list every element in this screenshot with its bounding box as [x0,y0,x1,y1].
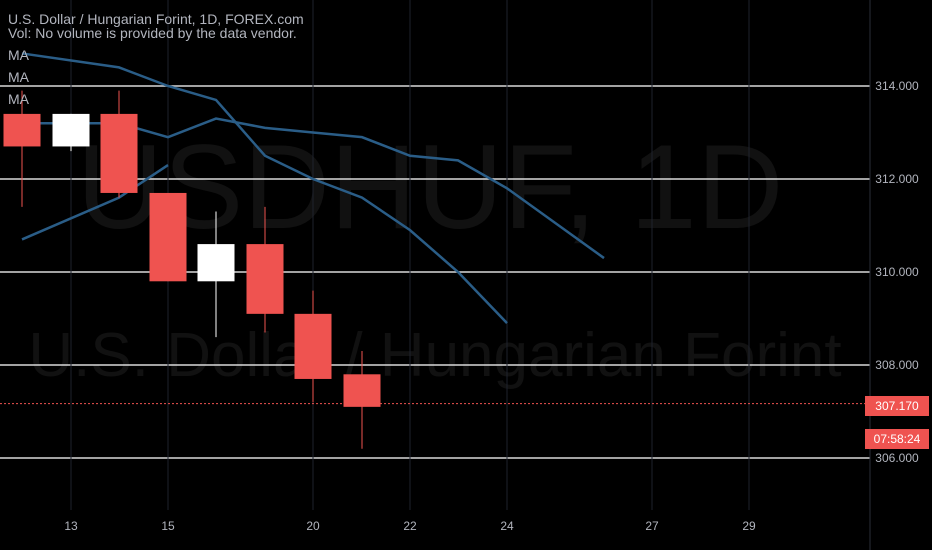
candles [3,90,381,449]
time-axis-labels: 13 15 20 22 24 27 29 [64,519,756,533]
time-tick-label-6: 29 [742,519,756,533]
price-tick-label-0: 306.000 [875,451,919,465]
price-axis-labels: 306.000 308.000 310.000 312.000 314.000 [875,79,919,465]
candle-body-4 [197,244,235,282]
countdown-tag: 07:58:24 [865,429,929,449]
grid-lines [0,0,870,510]
watermark-description: U.S. Dollar / Hungarian Forint [28,321,841,390]
candle-body-2 [100,113,138,193]
candle-body-6 [294,313,332,379]
time-tick-label-1: 15 [161,519,175,533]
candle-body-0 [3,113,41,147]
time-tick-label-4: 24 [500,519,514,533]
ma-label-2[interactable]: MA [8,69,29,85]
price-tick-label-2: 310.000 [875,265,919,279]
legend-overlay: U.S. Dollar / Hungarian Forint, 1D, FORE… [8,11,304,110]
candle-body-1 [52,113,90,147]
time-tick-label-0: 13 [64,519,78,533]
ma-line-2 [22,117,605,260]
candle-body-5 [246,244,284,314]
time-tick-label-2: 20 [306,519,320,533]
ma-line-3 [21,52,508,325]
price-tick-label-3: 312.000 [875,172,919,186]
ma-label-3[interactable]: MA [8,91,29,107]
candle-body-7 [343,374,381,407]
watermark-symbol: USDHUF, 1D [77,120,784,254]
ma-label-1[interactable]: MA [8,47,29,63]
price-tick-label-1: 308.000 [875,358,919,372]
price-tick-label-4: 314.000 [875,79,919,93]
last-price-tag: 307.170 [865,396,929,416]
time-tick-label-3: 22 [403,519,417,533]
candle-body-3 [149,192,187,282]
time-tick-label-5: 27 [645,519,659,533]
volume-note: Vol: No volume is provided by the data v… [8,25,297,41]
symbol-title: U.S. Dollar / Hungarian Forint, 1D, FORE… [8,11,304,27]
